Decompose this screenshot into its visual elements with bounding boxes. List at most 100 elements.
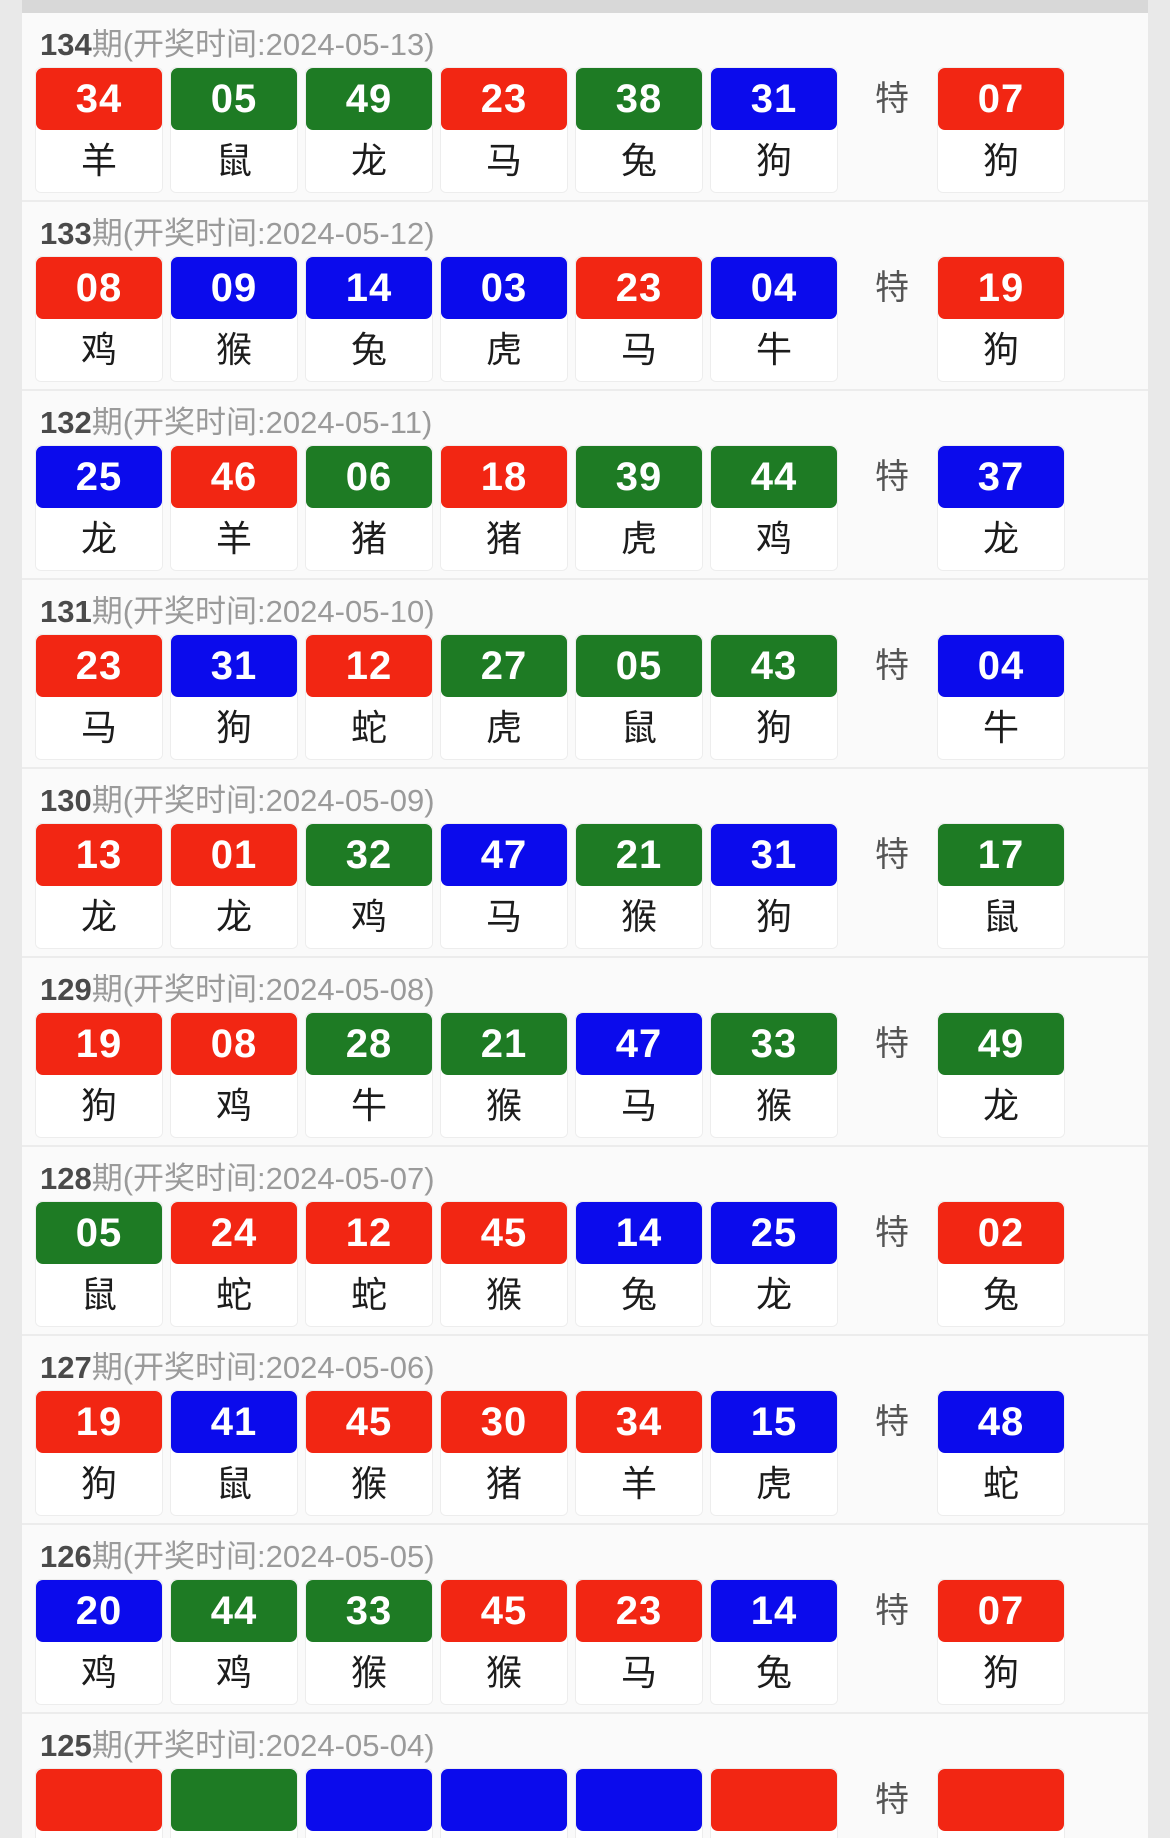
- draw-block[interactable]: 129期(开奖时间:2024-05-08) 19 狗 08 鸡 28 牛 21 猴 47 马 33 猴特…: [22, 958, 1148, 1147]
- special-lottery-ball[interactable]: 49 龙: [938, 1013, 1064, 1137]
- lottery-ball[interactable]: [441, 1769, 567, 1838]
- lottery-ball[interactable]: 25 龙: [36, 446, 162, 570]
- special-lottery-ball[interactable]: 37 龙: [938, 446, 1064, 570]
- lottery-ball[interactable]: 28 牛: [306, 1013, 432, 1137]
- lottery-ball[interactable]: 38 兔: [576, 68, 702, 192]
- special-lottery-ball[interactable]: 48 蛇: [938, 1391, 1064, 1515]
- draw-block[interactable]: 127期(开奖时间:2024-05-06) 19 狗 41 鼠 45 猴 30 猪 34 羊 15 虎特…: [22, 1336, 1148, 1525]
- lottery-ball[interactable]: [711, 1769, 837, 1838]
- lottery-ball-zodiac: [171, 1831, 297, 1838]
- lottery-ball-zodiac: 鸡: [171, 1075, 297, 1137]
- lottery-ball[interactable]: 34 羊: [36, 68, 162, 192]
- lottery-ball[interactable]: 21 猴: [576, 824, 702, 948]
- lottery-ball[interactable]: 45 猴: [441, 1580, 567, 1704]
- lottery-ball[interactable]: 31 狗: [711, 68, 837, 192]
- lottery-ball[interactable]: 23 马: [36, 635, 162, 759]
- special-lottery-ball[interactable]: 17 鼠: [938, 824, 1064, 948]
- special-lottery-ball[interactable]: [938, 1769, 1064, 1838]
- draw-block[interactable]: 133期(开奖时间:2024-05-12) 08 鸡 09 猴 14 兔 03 虎 23 马 04 牛特…: [22, 202, 1148, 391]
- special-lottery-ball[interactable]: 07 狗: [938, 1580, 1064, 1704]
- lottery-ball[interactable]: 45 猴: [441, 1202, 567, 1326]
- lottery-ball[interactable]: [36, 1769, 162, 1838]
- lottery-ball[interactable]: 47 马: [441, 824, 567, 948]
- lottery-ball[interactable]: 32 鸡: [306, 824, 432, 948]
- draw-block[interactable]: 126期(开奖时间:2024-05-05) 20 鸡 44 鸡 33 猴 45 猴 23 马 14 兔特…: [22, 1525, 1148, 1714]
- lottery-ball[interactable]: 04 牛: [711, 257, 837, 381]
- lottery-ball-number: 08: [36, 257, 162, 319]
- lottery-ball[interactable]: 30 猪: [441, 1391, 567, 1515]
- lottery-ball[interactable]: 43 狗: [711, 635, 837, 759]
- lottery-ball[interactable]: 19 狗: [36, 1013, 162, 1137]
- lottery-ball[interactable]: [171, 1769, 297, 1838]
- draw-date-text: 期(开奖时间:2024-05-08): [91, 972, 435, 1007]
- lottery-ball[interactable]: 41 鼠: [171, 1391, 297, 1515]
- draw-block[interactable]: 131期(开奖时间:2024-05-10) 23 马 31 狗 12 蛇 27 虎 05 鼠 43 狗特…: [22, 580, 1148, 769]
- lottery-ball[interactable]: 09 猴: [171, 257, 297, 381]
- special-lottery-ball-number: 19: [938, 257, 1064, 319]
- lottery-ball[interactable]: 33 猴: [306, 1580, 432, 1704]
- lottery-ball-number: 23: [36, 635, 162, 697]
- lottery-ball[interactable]: 05 鼠: [36, 1202, 162, 1326]
- draw-block[interactable]: 132期(开奖时间:2024-05-11) 25 龙 46 羊 06 猪 18 猪 39 虎 44 鸡特…: [22, 391, 1148, 580]
- draw-date-text: 期(开奖时间:2024-05-05): [91, 1539, 435, 1574]
- draw-block[interactable]: 125期(开奖时间:2024-05-04) 特: [22, 1714, 1148, 1838]
- lottery-ball[interactable]: 24 蛇: [171, 1202, 297, 1326]
- lottery-ball[interactable]: 08 鸡: [171, 1013, 297, 1137]
- special-lottery-ball[interactable]: 02 兔: [938, 1202, 1064, 1326]
- lottery-ball[interactable]: 27 虎: [441, 635, 567, 759]
- lottery-ball[interactable]: 23 马: [576, 1580, 702, 1704]
- lottery-ball[interactable]: 33 猴: [711, 1013, 837, 1137]
- lottery-ball[interactable]: 18 猪: [441, 446, 567, 570]
- lottery-ball[interactable]: 44 鸡: [711, 446, 837, 570]
- lottery-ball[interactable]: 20 鸡: [36, 1580, 162, 1704]
- special-lottery-ball[interactable]: 04 牛: [938, 635, 1064, 759]
- lottery-ball[interactable]: 31 狗: [711, 824, 837, 948]
- lottery-ball-zodiac: 羊: [36, 130, 162, 192]
- lottery-ball[interactable]: 12 蛇: [306, 635, 432, 759]
- lottery-ball[interactable]: 34 羊: [576, 1391, 702, 1515]
- lottery-ball[interactable]: 47 马: [576, 1013, 702, 1137]
- special-lottery-ball-zodiac: 蛇: [938, 1453, 1064, 1515]
- lottery-ball[interactable]: 13 龙: [36, 824, 162, 948]
- lottery-ball[interactable]: 19 狗: [36, 1391, 162, 1515]
- lottery-ball[interactable]: 06 猪: [306, 446, 432, 570]
- lottery-ball[interactable]: 21 猴: [441, 1013, 567, 1137]
- lottery-ball[interactable]: 03 虎: [441, 257, 567, 381]
- lottery-ball[interactable]: 46 羊: [171, 446, 297, 570]
- special-ball-label: 特: [875, 1781, 909, 1819]
- lottery-ball[interactable]: [306, 1769, 432, 1838]
- lottery-ball[interactable]: 05 鼠: [171, 68, 297, 192]
- lottery-ball[interactable]: 31 狗: [171, 635, 297, 759]
- special-lottery-ball[interactable]: 19 狗: [938, 257, 1064, 381]
- special-lottery-ball-number: 49: [938, 1013, 1064, 1075]
- lottery-ball[interactable]: 05 鼠: [576, 635, 702, 759]
- lottery-ball[interactable]: 44 鸡: [171, 1580, 297, 1704]
- lottery-ball[interactable]: 25 龙: [711, 1202, 837, 1326]
- special-ball-label: 特: [875, 1214, 909, 1252]
- lottery-ball[interactable]: 01 龙: [171, 824, 297, 948]
- draw-block[interactable]: 130期(开奖时间:2024-05-09) 13 龙 01 龙 32 鸡 47 马 21 猴 31 狗特…: [22, 769, 1148, 958]
- special-lottery-ball[interactable]: 07 狗: [938, 68, 1064, 192]
- lottery-ball[interactable]: 23 马: [441, 68, 567, 192]
- lottery-ball-zodiac: 猴: [576, 886, 702, 948]
- lottery-ball[interactable]: 08 鸡: [36, 257, 162, 381]
- lottery-ball[interactable]: 14 兔: [306, 257, 432, 381]
- lottery-ball[interactable]: 39 虎: [576, 446, 702, 570]
- draw-block[interactable]: 128期(开奖时间:2024-05-07) 05 鼠 24 蛇 12 蛇 45 猴 14 兔 25 龙特…: [22, 1147, 1148, 1336]
- draw-block[interactable]: 134期(开奖时间:2024-05-13) 34 羊 05 鼠 49 龙 23 马 38 兔 31 狗特…: [22, 13, 1148, 202]
- lottery-ball-zodiac: 鸡: [36, 1642, 162, 1704]
- special-ball-label: 特: [875, 1025, 909, 1063]
- lottery-ball[interactable]: 23 马: [576, 257, 702, 381]
- lottery-ball[interactable]: 45 猴: [306, 1391, 432, 1515]
- lottery-ball[interactable]: [576, 1769, 702, 1838]
- lottery-ball[interactable]: 14 兔: [711, 1580, 837, 1704]
- lottery-ball[interactable]: 12 蛇: [306, 1202, 432, 1326]
- lottery-ball[interactable]: 15 虎: [711, 1391, 837, 1515]
- lottery-ball-number: 49: [306, 68, 432, 130]
- lottery-ball-number: 34: [36, 68, 162, 130]
- special-ball-label: 特: [875, 1592, 909, 1630]
- lottery-ball-zodiac: 猪: [306, 508, 432, 570]
- lottery-ball[interactable]: 49 龙: [306, 68, 432, 192]
- lottery-ball[interactable]: 14 兔: [576, 1202, 702, 1326]
- lottery-ball-number: 04: [711, 257, 837, 319]
